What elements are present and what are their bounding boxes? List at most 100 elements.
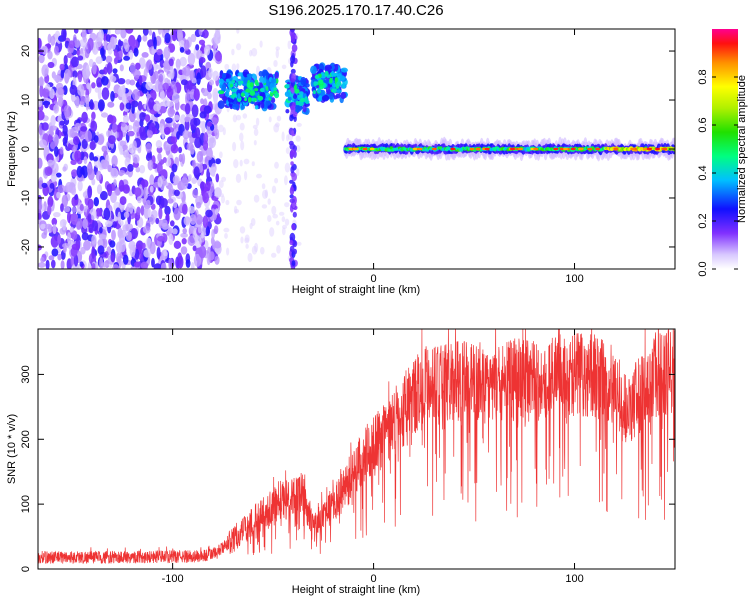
spectral-mark (87, 37, 94, 51)
spectral-mark (325, 85, 331, 95)
spectral-mark (119, 102, 125, 111)
spectral-mark (249, 90, 256, 96)
spectral-mark (236, 29, 240, 34)
spectral-mark (47, 195, 54, 208)
spectral-mark (271, 252, 277, 258)
spectral-mark (38, 244, 42, 251)
spectral-mark (93, 197, 100, 207)
spectral-mark (86, 82, 91, 90)
spectral-mark (115, 241, 123, 253)
spectral-mark (339, 75, 346, 81)
spectral-mark (533, 147, 539, 151)
spectral-mark (214, 255, 220, 265)
spectral-mark (47, 204, 52, 216)
spectral-mark (244, 92, 249, 98)
spectral-mark (290, 105, 295, 111)
spectral-mark (182, 129, 190, 140)
spectral-mark (133, 39, 139, 51)
spectral-mark (164, 32, 171, 44)
spectral-mark (289, 245, 295, 253)
x-tick-label: 0 (371, 273, 377, 285)
spectral-mark (156, 162, 163, 175)
spectral-mark (42, 88, 50, 98)
spectral-mark (279, 211, 285, 216)
x-tick-label: -100 (162, 573, 184, 585)
spectral-mark (38, 38, 42, 49)
spectral-mark (287, 40, 291, 50)
spectral-mark (265, 100, 271, 106)
spectral-mark (239, 226, 246, 234)
spectral-mark (142, 242, 146, 250)
spectral-mark (253, 194, 260, 203)
spectral-mark (334, 77, 338, 83)
spectral-mark (259, 40, 263, 48)
spectral-mark (290, 166, 295, 174)
spectral-mark (145, 153, 153, 162)
spectral-mark (288, 140, 294, 146)
spectral-mark (140, 261, 149, 269)
spectral-mark (152, 73, 157, 84)
spectral-mark (180, 176, 189, 190)
spectral-mark (296, 122, 302, 127)
spectral-mark (234, 82, 238, 87)
spectral-mark (89, 140, 96, 151)
spectral-mark (91, 263, 96, 269)
spectral-mark (206, 147, 213, 161)
spectral-mark (157, 152, 162, 162)
spectral-mark (100, 47, 105, 57)
spectral-mark (269, 227, 275, 237)
spectral-mark (83, 156, 88, 165)
spectral-mark (578, 147, 584, 151)
spectral-mark (40, 223, 47, 230)
spectral-mark (47, 61, 55, 69)
spectral-mark (284, 202, 290, 208)
spectral-mark (97, 99, 105, 112)
x-tick-label: 100 (565, 573, 583, 585)
spectral-mark (87, 168, 95, 181)
spectral-mark (213, 225, 219, 235)
spectral-mark (132, 120, 140, 133)
spectral-mark (149, 174, 155, 187)
spectral-mark (164, 126, 171, 135)
spectral-mark (254, 105, 259, 110)
spectral-mark (261, 183, 266, 190)
spectral-mark (70, 230, 78, 241)
spectral-mark (106, 62, 113, 75)
spectral-mark (180, 114, 187, 126)
spectral-mark (318, 96, 322, 102)
spectral-mark (253, 140, 257, 146)
spectral-mark (91, 111, 96, 121)
spectral-mark (162, 61, 170, 68)
spectral-mark (290, 34, 296, 43)
spectral-mark (230, 83, 233, 88)
spectral-mark (109, 240, 116, 248)
spectral-mark (198, 29, 203, 36)
spectral-mark (64, 68, 71, 81)
spectral-mark (417, 147, 423, 151)
spectral-mark (296, 241, 302, 246)
spectral-mark (119, 220, 124, 226)
spectral-mark (290, 55, 296, 64)
spectral-mark (80, 246, 86, 255)
spectral-mark (79, 130, 86, 140)
spectral-mark (312, 90, 316, 95)
spectral-mark (80, 126, 88, 132)
spectral-mark (142, 34, 148, 42)
spectral-mark (125, 223, 134, 232)
spectral-mark (103, 207, 111, 221)
spectral-mark (182, 228, 187, 234)
spectral-mark (118, 179, 125, 192)
spectral-mark (202, 29, 209, 39)
spectral-mark (292, 211, 297, 218)
spectral-mark (158, 207, 163, 220)
spectral-mark (111, 229, 116, 241)
spectral-mark (120, 29, 127, 39)
spectral-mark (141, 52, 149, 58)
spectral-mark (233, 159, 239, 169)
spectral-mark (171, 136, 178, 144)
spectral-mark (208, 136, 217, 149)
spectral-mark (281, 216, 286, 223)
spectral-mark (117, 78, 126, 85)
spectral-mark (510, 147, 515, 151)
